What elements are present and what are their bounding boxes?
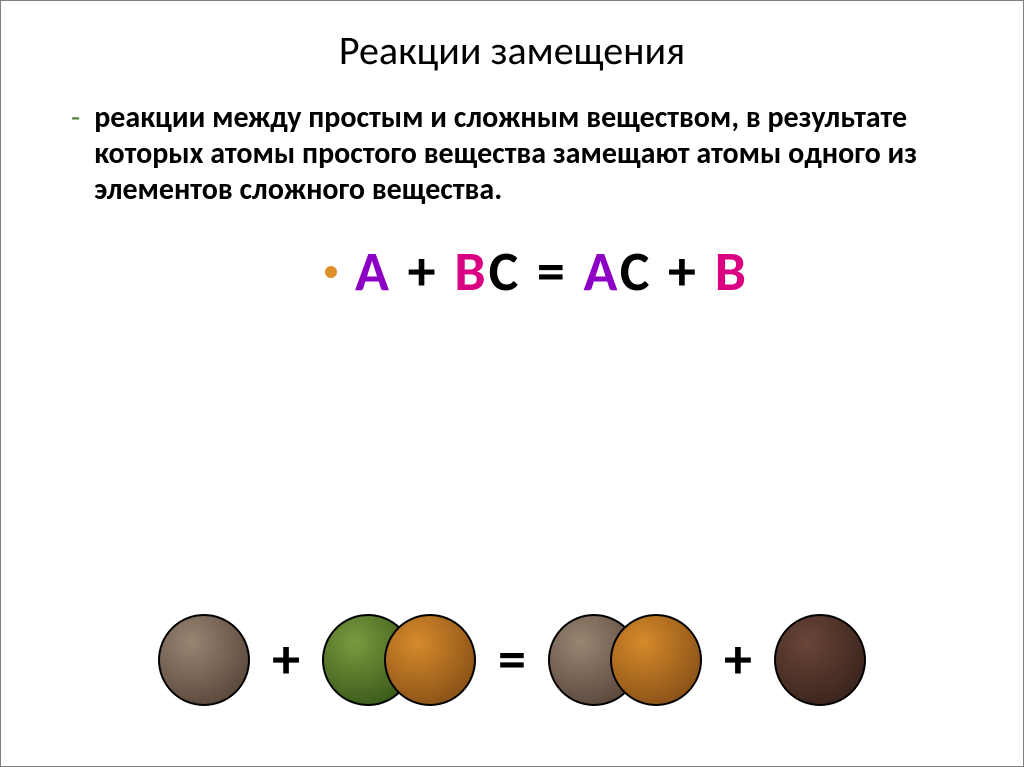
- atom-C: [610, 614, 702, 706]
- reaction-formula: A + BC = AC + B: [355, 238, 749, 306]
- slide-title: Реакции замещения: [61, 26, 963, 75]
- formula-A: A: [355, 238, 392, 306]
- formula-B: B: [454, 238, 488, 306]
- atom-diagram: + = +: [1, 614, 1023, 706]
- equals-icon: =: [498, 626, 526, 694]
- bullet-dash: -: [71, 100, 80, 136]
- molecule-BC: [322, 614, 476, 706]
- atom-C: [384, 614, 476, 706]
- molecule-AC: [548, 614, 702, 706]
- atom-A: [158, 614, 250, 706]
- formula-A2: A: [583, 238, 619, 306]
- plus-icon: +: [724, 626, 752, 694]
- atom-B: [774, 614, 866, 706]
- formula-C: C: [489, 238, 522, 306]
- list-bullet-icon: [325, 266, 337, 278]
- plus-icon: +: [272, 626, 300, 694]
- formula-plus1: +: [392, 238, 454, 306]
- description-block: - реакции между простым и сложным вещест…: [71, 100, 963, 208]
- formula-B2: B: [715, 238, 749, 306]
- formula-eq: =: [521, 238, 583, 306]
- slide-description: реакции между простым и сложным вещество…: [94, 100, 934, 208]
- formula-block: A + BC = AC + B: [111, 238, 963, 306]
- formula-C2: C: [620, 238, 653, 306]
- formula-plus2: +: [652, 238, 714, 306]
